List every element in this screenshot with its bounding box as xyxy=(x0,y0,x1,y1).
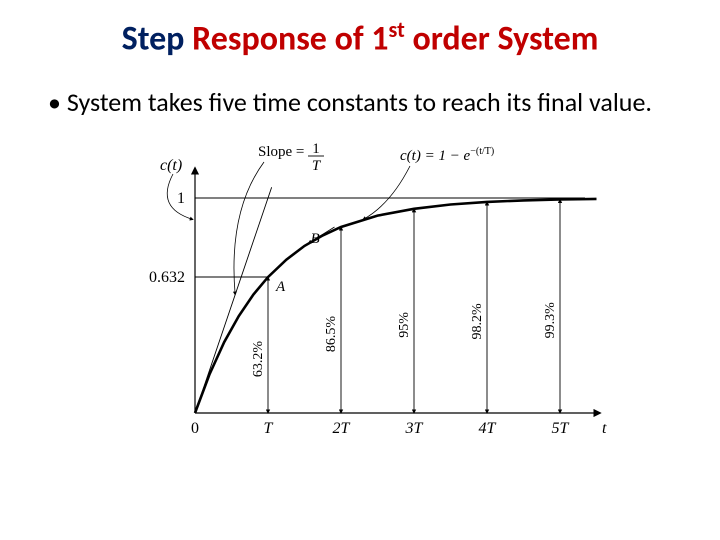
xtick-0: 0 xyxy=(191,420,199,437)
point-A: A xyxy=(275,279,286,295)
title-part3: order System xyxy=(405,18,599,59)
x-axis-label: t xyxy=(602,420,607,437)
y-axis-label: c(t) xyxy=(160,157,182,174)
callout-slope xyxy=(234,162,264,295)
title-part2: Response of 1 xyxy=(192,18,388,59)
xtick-5: 5T xyxy=(552,420,570,437)
slope-label: Slope = xyxy=(258,144,304,160)
slope-num: 1 xyxy=(312,141,320,157)
ytick-0632: 0.632 xyxy=(149,269,185,286)
vlabel-4: 98.2% xyxy=(470,303,485,340)
response-curve xyxy=(195,199,597,413)
ytick-1: 1 xyxy=(177,190,185,207)
xtick-2: 2T xyxy=(333,420,351,437)
vlabel-2: 86.5% xyxy=(324,315,339,352)
slide-title: Step Response of 1st order System xyxy=(40,18,680,58)
xtick-3: 3T xyxy=(405,420,424,437)
vlabel-5: 99.3% xyxy=(543,302,558,339)
title-sup: st xyxy=(389,16,405,43)
slope-den: T xyxy=(312,158,322,174)
vlabel-1: 63.2% xyxy=(251,340,266,377)
xtick-1: T xyxy=(264,420,274,437)
bullet-text: System takes five time constants to reac… xyxy=(40,86,680,118)
vlabel-3: 95% xyxy=(397,311,412,337)
eq-label: c(t) = 1 − e−(t/T) xyxy=(400,146,494,164)
step-response-chart: 1 0.632 0 T 2T 3T 4T 5T t c(t) 63.2% 86.5% 95% 98.2% 9… xyxy=(100,138,620,458)
title-part1: Step xyxy=(122,18,193,59)
xtick-4: 4T xyxy=(479,420,497,437)
